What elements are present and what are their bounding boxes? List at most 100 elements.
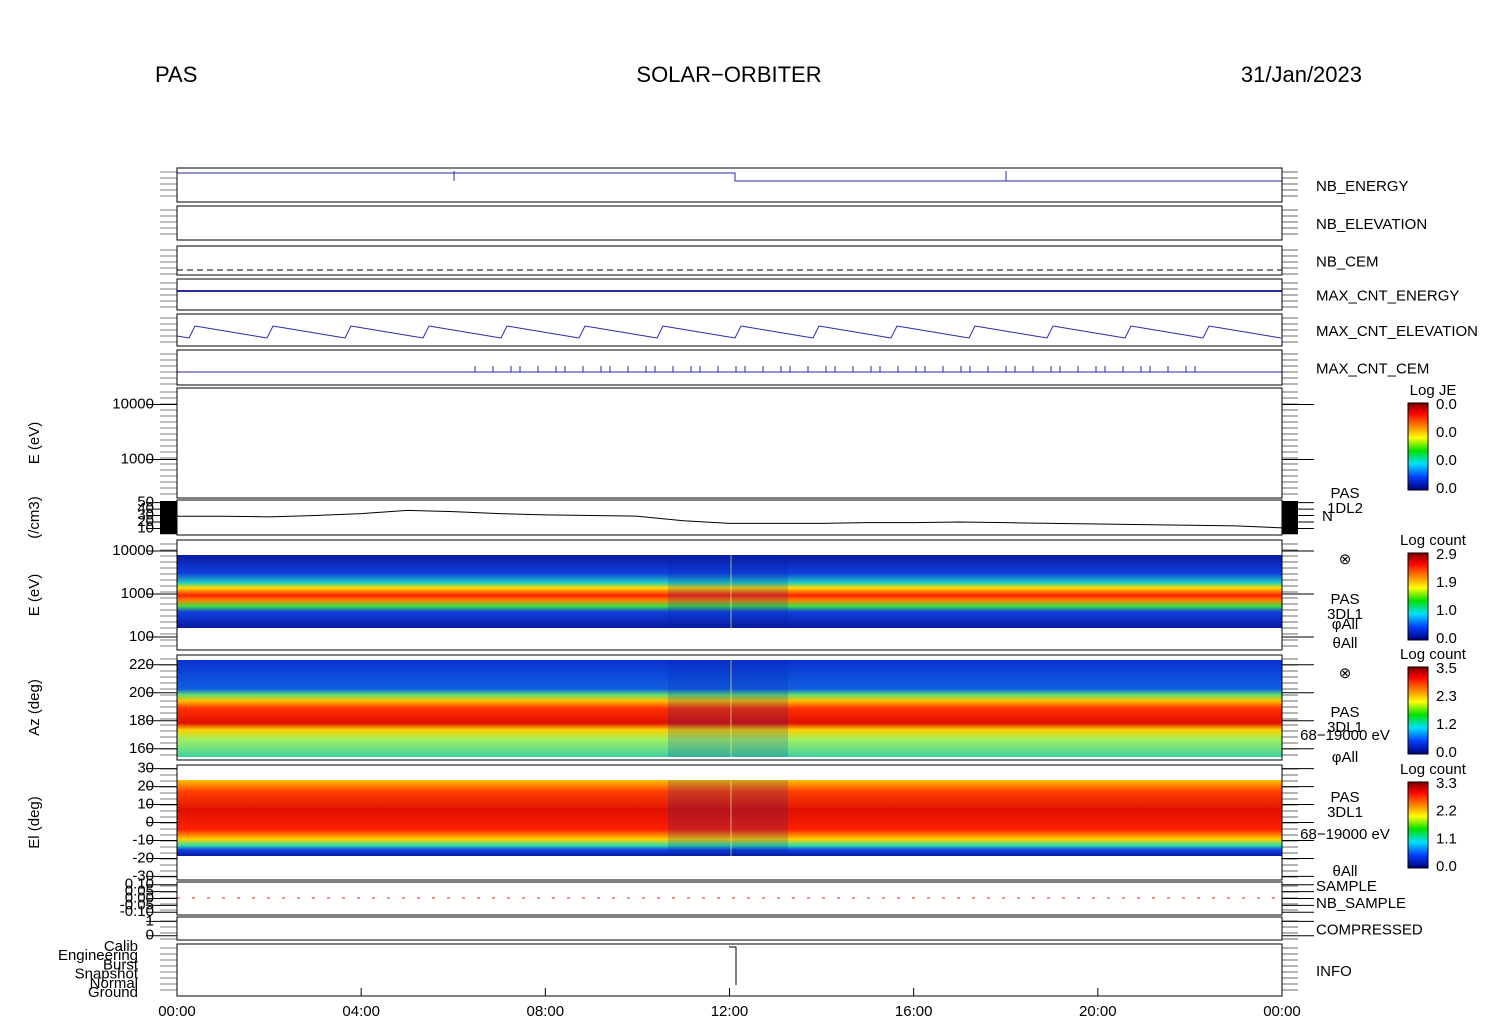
y-tick-label: 180 <box>129 712 154 729</box>
colorbar-tick-label: 1.0 <box>1436 602 1457 619</box>
panel-frame <box>176 205 1283 241</box>
y-axis-label: El (deg) <box>26 796 43 849</box>
spectrogram <box>177 660 1282 757</box>
category-label: Ground <box>88 984 138 1001</box>
x-tick-label: 04:00 <box>342 1003 380 1020</box>
header-left: PAS <box>155 62 197 87</box>
colorbar-title: Log JE <box>1410 382 1457 399</box>
density-line <box>177 509 1283 529</box>
trace <box>729 946 737 985</box>
panel-label: MAX_CNT_ELEVATION <box>1316 323 1478 340</box>
y-tick-label: 0.00 <box>125 889 154 906</box>
y-tick-label: 0 <box>146 927 154 944</box>
y-tick-label: 10000 <box>112 542 154 559</box>
colorbar-tick-label: 1.9 <box>1436 574 1457 591</box>
y-tick-label: 1 <box>146 912 154 929</box>
category-label: Snapshot <box>75 966 139 983</box>
colorbar <box>1407 781 1429 869</box>
edge-block <box>160 501 177 534</box>
colorbar <box>1407 666 1429 755</box>
panel-label: NB_ENERGY <box>1316 178 1409 195</box>
trace <box>176 325 1282 339</box>
y-tick-label: 0 <box>146 813 154 830</box>
colorbar-tick-label: 3.5 <box>1436 660 1457 677</box>
y-axis-label: (/cm3) <box>26 496 43 539</box>
y-tick-label: -0.05 <box>120 896 154 913</box>
panel-label: SAMPLE <box>1316 878 1377 895</box>
panel-label: MAX_CNT_CEM <box>1316 360 1429 377</box>
panel-frame <box>176 278 1283 311</box>
panel-label: θAll <box>1332 635 1357 652</box>
y-tick-label: -0.10 <box>120 903 154 920</box>
spectrogram <box>177 555 1282 628</box>
x-tick-label: 00:00 <box>1263 1003 1301 1020</box>
spectrogram-shade <box>668 555 788 628</box>
panel-label: COMPRESSED <box>1316 921 1423 938</box>
colorbar-tick-label: 0.0 <box>1436 480 1457 497</box>
panel-label: ⊗ <box>1339 551 1352 568</box>
y-tick-label: 30 <box>137 507 154 524</box>
panel-label: 68−19000 eV <box>1300 826 1390 843</box>
panel-label: ⊗ <box>1339 665 1352 682</box>
panel-label: PAS <box>1331 485 1360 502</box>
panel-frame <box>176 349 1283 386</box>
y-tick-label: 50 <box>137 494 154 511</box>
y-tick-label: -20 <box>132 849 154 866</box>
x-tick-label: 16:00 <box>895 1003 933 1020</box>
panel-label: φAll <box>1332 616 1358 633</box>
panel-label: INFO <box>1316 963 1352 980</box>
panel-label: 3DL1 <box>1327 804 1363 821</box>
colorbar-tick-label: 0.0 <box>1436 452 1457 469</box>
y-tick-label: 0.10 <box>125 876 154 893</box>
x-tick-label: 08:00 <box>527 1003 565 1020</box>
y-tick-label: -10 <box>132 831 154 848</box>
colorbar-title: Log count <box>1400 532 1467 549</box>
category-label: Engineering <box>58 947 138 964</box>
y-tick-label: 160 <box>129 740 154 757</box>
header-date: 31/Jan/2023 <box>1241 62 1362 87</box>
x-tick-label: 12:00 <box>711 1003 749 1020</box>
colorbar-tick-label: 2.3 <box>1436 688 1457 705</box>
panel-label: NB_CEM <box>1316 253 1379 270</box>
colorbar-tick-label: 1.2 <box>1436 716 1457 733</box>
colorbar-tick-label: 2.9 <box>1436 546 1457 563</box>
colorbar <box>1407 552 1429 641</box>
panel-label: PAS <box>1331 789 1360 806</box>
category-label: Normal <box>90 975 138 992</box>
panel-label: NB_SAMPLE <box>1316 895 1406 912</box>
panel-frame <box>176 167 1283 203</box>
x-tick-label: 00:00 <box>158 1003 196 1020</box>
colorbar-tick-label: 0.0 <box>1436 424 1457 441</box>
y-tick-label: 10 <box>137 519 154 536</box>
y-tick-label: 40 <box>137 500 154 517</box>
panel-label: PAS <box>1331 591 1360 608</box>
panel-frame <box>176 539 1283 651</box>
colorbar-tick-label: 0.0 <box>1436 630 1457 647</box>
panel-label: 3DL1 <box>1327 719 1363 736</box>
y-tick-label: 30 <box>137 760 154 777</box>
panel-label: 68−19000 eV <box>1300 727 1390 744</box>
colorbar-tick-label: 2.2 <box>1436 803 1457 820</box>
panel-label: 1DL2 <box>1327 500 1363 517</box>
colorbar-title: Log count <box>1400 761 1467 778</box>
y-axis-label: Az (deg) <box>26 679 43 736</box>
y-tick-label: 10000 <box>112 396 154 413</box>
y-tick-label: 200 <box>129 684 154 701</box>
y-axis-label: E (eV) <box>26 574 43 617</box>
panel-label: N <box>1322 508 1333 525</box>
colorbar-tick-label: 0.0 <box>1436 858 1457 875</box>
colorbar-tick-label: 0.0 <box>1436 744 1457 761</box>
panel-frame <box>176 387 1283 499</box>
header-title: SOLAR−ORBITER <box>636 62 821 87</box>
panel-label: 3DL1 <box>1327 606 1363 623</box>
y-tick-label: 10 <box>137 796 154 813</box>
colorbar-tick-label: 0.0 <box>1436 396 1457 413</box>
spectrogram-shade <box>668 660 788 757</box>
edge-block <box>1282 501 1298 534</box>
category-label: Calib <box>104 938 138 955</box>
panel-frame <box>176 916 1283 941</box>
x-tick-label: 20:00 <box>1079 1003 1117 1020</box>
panel-label: NB_ELEVATION <box>1316 216 1427 233</box>
colorbar-title: Log count <box>1400 646 1467 663</box>
